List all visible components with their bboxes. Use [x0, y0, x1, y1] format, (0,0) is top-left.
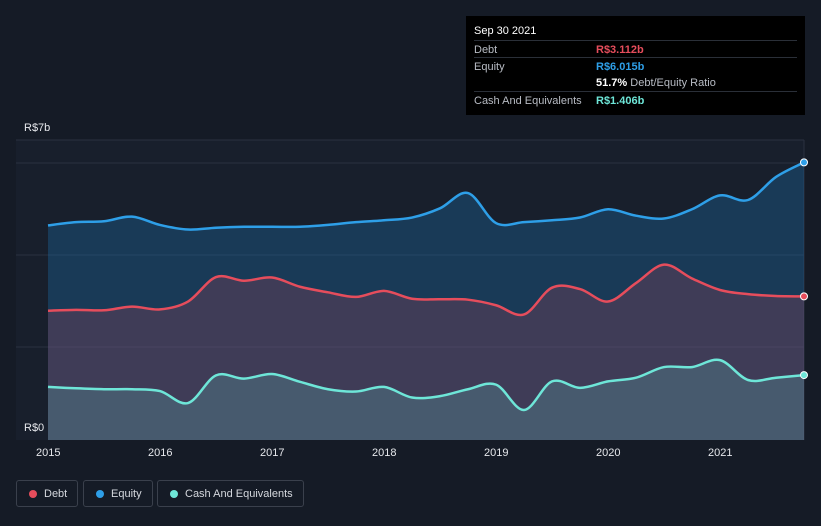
series-areas: [48, 162, 804, 440]
tooltip-row-debt: Debt R$3.112b: [474, 40, 797, 58]
tooltip-row-ratio: 51.7% Debt/Equity Ratio: [474, 74, 797, 91]
legend-cash-label: Cash And Equivalents: [185, 488, 293, 500]
cash-and-equivalents-area: [48, 359, 804, 440]
debt-line: [47, 263, 805, 317]
legend-debt-label: Debt: [44, 488, 68, 500]
tooltip-panel: Sep 30 2021 Debt R$3.112b Equity R$6.015…: [466, 16, 805, 115]
tooltip-ratio: 51.7% Debt/Equity Ratio: [596, 77, 716, 89]
legend-item-debt[interactable]: Debt: [16, 480, 78, 507]
tooltip-equity-value: R$6.015b: [596, 61, 645, 73]
equity-endpoint: [800, 158, 808, 167]
debt-endpoint: [800, 292, 808, 301]
y-axis-min-label: R$0: [24, 422, 45, 434]
equity-line: [47, 161, 805, 231]
legend-equity-label: Equity: [111, 488, 142, 500]
tooltip-ratio-value: 51.7%: [596, 77, 628, 89]
equity-legend-dot-icon: [96, 490, 104, 498]
x-tick-label: 2020: [596, 447, 621, 459]
tooltip-debt-label: Debt: [474, 44, 498, 56]
tooltip-row-cash: Cash And Equivalents R$1.406b: [474, 91, 797, 109]
x-tick-label: 2018: [372, 447, 397, 459]
debt-area: [48, 264, 804, 440]
tooltip-debt-value: R$3.112b: [596, 44, 644, 56]
tooltip-equity-label: Equity: [474, 61, 505, 73]
debt-legend-dot-icon: [29, 490, 37, 498]
tooltip-cash-value: R$1.406b: [596, 95, 645, 107]
tooltip-ratio-label: Debt/Equity Ratio: [630, 77, 716, 89]
x-tick-label: 2015: [36, 447, 61, 459]
legend-item-cash[interactable]: Cash And Equivalents: [157, 480, 304, 507]
series-endpoints: [800, 158, 808, 380]
x-tick-label: 2016: [148, 447, 173, 459]
tooltip-row-equity: Equity R$6.015b: [474, 57, 797, 75]
x-tick-label: 2017: [260, 447, 285, 459]
cash-legend-dot-icon: [170, 490, 178, 498]
cash-and-equivalents-line: [47, 358, 805, 412]
x-tick-label: 2021: [708, 447, 733, 459]
y-axis-max-label: R$7b: [24, 122, 51, 134]
tooltip-date: Sep 30 2021: [474, 25, 537, 37]
tooltip-cash-label: Cash And Equivalents: [474, 95, 582, 107]
x-tick-label: 2019: [484, 447, 509, 459]
series-lines: [47, 161, 805, 412]
equity-area: [48, 162, 804, 440]
legend-item-equity[interactable]: Equity: [83, 480, 153, 507]
cash-and-equivalents-endpoint: [800, 371, 808, 380]
